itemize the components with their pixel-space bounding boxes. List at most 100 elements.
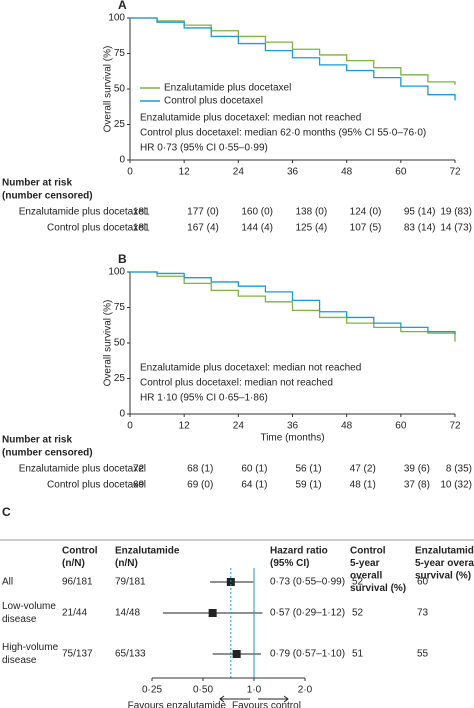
favours-label: Favours control (232, 701, 301, 708)
risk-value: 72 (133, 464, 145, 475)
row-label: Low-volume (2, 601, 56, 612)
column-header: Enzalutamide (115, 546, 180, 557)
risk-row-name: Control plus docetaxel (47, 223, 146, 234)
x-tick-label: 0·50 (193, 685, 213, 696)
enzalutamide-5yr: 60 (417, 577, 429, 588)
control-5yr: 52 (352, 577, 364, 588)
column-header: Enzalutamide (415, 546, 474, 557)
risk-value: 8 (35) (446, 464, 472, 475)
x-tick-label: 72 (449, 421, 461, 432)
panel-label: B (118, 252, 127, 266)
y-tick-label: 0 (119, 155, 125, 166)
x-tick-label: 72 (449, 167, 461, 178)
hr-label: 0·57 (0·29–1·12) (270, 608, 345, 619)
risk-value: 167 (4) (187, 223, 219, 234)
risk-value: 144 (4) (241, 223, 273, 234)
risk-value: 19 (83) (440, 207, 472, 218)
x-tick-label: 0·25 (142, 685, 162, 696)
column-header: 5-year overall (415, 558, 474, 569)
risk-value: 107 (5) (350, 223, 382, 234)
column-header: (n/N) (62, 558, 85, 569)
legend-label: Enzalutamide plus docetaxel (164, 83, 291, 94)
annotation: Enzalutamide plus docetaxel: median not … (140, 113, 361, 124)
survival-curve (130, 271, 456, 342)
enzalutamide-n: 14/48 (115, 608, 140, 619)
risk-value: 37 (8) (404, 480, 430, 491)
enzalutamide-5yr: 55 (417, 649, 429, 660)
risk-table-title: Number at risk (2, 178, 72, 189)
hr-label: 0·79 (0·57–1·10) (270, 649, 345, 660)
risk-value: 68 (1) (187, 464, 213, 475)
row-label: disease (2, 614, 37, 625)
y-tick-label: 100 (108, 13, 125, 24)
panel-label: A (118, 0, 127, 12)
risk-value: 125 (4) (296, 223, 328, 234)
x-tick-label: 48 (341, 167, 353, 178)
x-tick-label: 1·0 (247, 685, 262, 696)
column-header: (n/N) (115, 558, 138, 569)
risk-value: 56 (1) (296, 464, 322, 475)
x-tick-label: 24 (233, 167, 245, 178)
x-tick-label: 36 (287, 167, 299, 178)
hr-point (208, 609, 217, 617)
annotation: Control plus docetaxel: median 62·0 mont… (140, 128, 426, 139)
arrow-right (258, 695, 289, 703)
column-header: overall (350, 571, 382, 582)
y-tick-label: 0 (119, 409, 125, 420)
risk-value: 95 (14) (404, 207, 436, 218)
risk-row-name: Enzalutamide plus docetaxel (19, 207, 146, 218)
annotation: Control plus docetaxel: median not reach… (140, 378, 333, 389)
x-tick-label: 36 (287, 421, 299, 432)
y-tick-label: 25 (114, 119, 126, 130)
risk-value: 14 (73) (440, 223, 472, 234)
y-axis-label: Overall survival (%) (103, 46, 114, 133)
y-axis-label: Overall survival (%) (103, 300, 114, 387)
control-n: 75/137 (62, 649, 93, 660)
row-label: All (2, 577, 13, 588)
risk-value: 83 (14) (404, 223, 436, 234)
column-header: Control (350, 546, 386, 557)
risk-value: 59 (1) (296, 480, 322, 491)
risk-value: 69 (133, 480, 145, 491)
enzalutamide-n: 79/181 (115, 577, 146, 588)
annotation: HR 0·73 (95% CI 0·55–0·99) (140, 143, 268, 154)
y-tick-label: 50 (114, 338, 126, 349)
y-tick-label: 100 (108, 267, 125, 278)
enzalutamide-n: 65/133 (115, 649, 146, 660)
risk-value: 48 (1) (350, 480, 376, 491)
risk-table-title: Number at risk (2, 435, 72, 446)
control-n: 21/44 (62, 608, 87, 619)
favours-label: Favours enzalutamide (128, 701, 227, 708)
annotation: Enzalutamide plus docetaxel: median not … (140, 363, 361, 374)
x-tick-label: 12 (179, 167, 191, 178)
enzalutamide-5yr: 73 (417, 608, 429, 619)
risk-value: 181 (133, 207, 150, 218)
hr-point (232, 650, 241, 658)
x-tick-label: 24 (233, 421, 245, 432)
row-label: disease (2, 655, 37, 666)
risk-table-title: (number censored) (2, 448, 93, 459)
column-header: survival (%) (415, 571, 471, 582)
risk-value: 138 (0) (296, 207, 328, 218)
risk-value: 177 (0) (187, 207, 219, 218)
row-label: High-volume (2, 642, 59, 653)
legend-label: Control plus docetaxel (164, 96, 263, 107)
risk-value: 10 (32) (440, 480, 472, 491)
risk-table-title: (number censored) (2, 191, 93, 202)
y-tick-label: 75 (114, 48, 126, 59)
hr-label: 0·73 (0·55–0·99) (270, 577, 345, 588)
column-header: Control (62, 546, 98, 557)
x-tick-label: 12 (179, 421, 191, 432)
x-tick-label: 48 (341, 421, 353, 432)
arrow-left (219, 695, 250, 703)
column-header: Hazard ratio (270, 546, 328, 557)
panel-label: C (2, 505, 11, 519)
control-5yr: 52 (352, 608, 364, 619)
column-header: 5-year (350, 558, 380, 569)
risk-value: 39 (6) (404, 464, 430, 475)
risk-value: 181 (133, 223, 150, 234)
x-tick-label: 2·0 (298, 685, 313, 696)
control-n: 96/181 (62, 577, 93, 588)
x-axis-label: Time (months) (260, 433, 324, 444)
